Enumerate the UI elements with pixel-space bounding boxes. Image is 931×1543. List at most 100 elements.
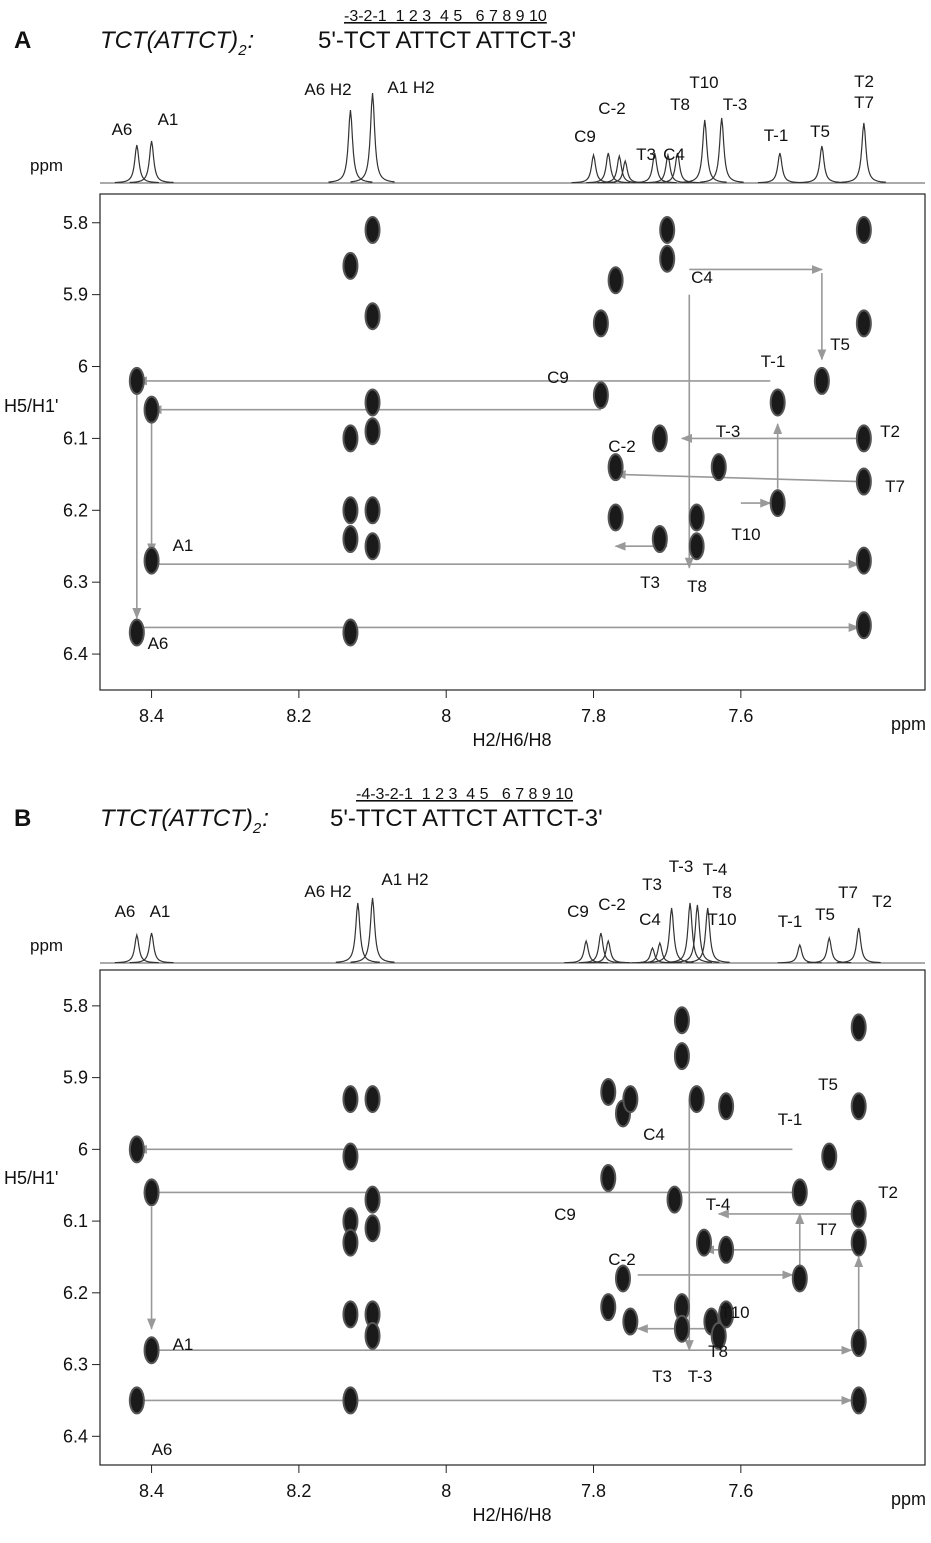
cross-peak bbox=[791, 1178, 808, 1207]
cross-peak bbox=[342, 1300, 359, 1329]
x-tick-label: 8.2 bbox=[286, 1481, 311, 1501]
spectrum-unit: ppm bbox=[30, 936, 63, 955]
cross-peak bbox=[342, 496, 359, 525]
cross-peak bbox=[622, 1307, 639, 1336]
cross-peak bbox=[342, 618, 359, 647]
cross-peak bbox=[855, 546, 872, 575]
spectrum-label: C4 bbox=[663, 145, 685, 164]
spectrum-peak bbox=[114, 144, 159, 184]
cross-peak bbox=[607, 266, 624, 295]
panel-label: B bbox=[14, 805, 31, 832]
cross-peak bbox=[600, 1293, 617, 1322]
peak-label: C-2 bbox=[608, 437, 635, 456]
cross-peak bbox=[791, 1264, 808, 1293]
x-axis-unit: ppm bbox=[891, 714, 926, 734]
peak-label: T7 bbox=[817, 1220, 837, 1239]
cross-peak bbox=[696, 1228, 713, 1257]
peak-label: T-3 bbox=[716, 422, 741, 441]
spectrum-label: T-4 bbox=[703, 860, 728, 879]
spectrum-peak bbox=[836, 927, 881, 964]
spectrum-label: T5 bbox=[810, 122, 830, 141]
cross-peak bbox=[364, 496, 381, 525]
cross-peak bbox=[592, 309, 609, 338]
spectrum-unit: ppm bbox=[30, 156, 63, 175]
cross-peak bbox=[850, 1092, 867, 1121]
x-tick-label: 8.2 bbox=[286, 706, 311, 726]
spectrum-peak bbox=[655, 152, 700, 184]
cross-peak bbox=[364, 1085, 381, 1114]
spectrum-label: A6 bbox=[115, 902, 136, 921]
title-subscript: 2 bbox=[237, 42, 247, 59]
spectrum-peak bbox=[350, 92, 395, 183]
spectrum-label: T8 bbox=[712, 883, 732, 902]
y-tick-label: 6 bbox=[78, 357, 88, 377]
cross-peak bbox=[710, 1321, 727, 1350]
sequence: 5'-TCT ATTCT ATTCT-3' bbox=[318, 27, 576, 54]
peak-label: C4 bbox=[643, 1125, 665, 1144]
panel-title: TTCT(ATTCT) bbox=[100, 805, 253, 832]
peak-label: A6 bbox=[152, 1440, 173, 1459]
cross-peak bbox=[651, 525, 668, 554]
cross-peak bbox=[128, 366, 145, 395]
cross-peak bbox=[688, 1085, 705, 1114]
spectrum-peak bbox=[630, 946, 675, 964]
spectrum-label: C9 bbox=[567, 902, 589, 921]
cross-peak bbox=[128, 1135, 145, 1164]
y-tick-label: 6 bbox=[78, 1139, 88, 1159]
peak-label: C-2 bbox=[608, 1250, 635, 1269]
cross-peak bbox=[364, 1185, 381, 1214]
spectrum-peak bbox=[637, 941, 682, 964]
cross-peak bbox=[364, 302, 381, 331]
spectrum-peak bbox=[645, 152, 690, 184]
spectrum-peak bbox=[564, 939, 609, 964]
cross-peak bbox=[688, 503, 705, 532]
cross-peak bbox=[855, 467, 872, 496]
spectrum-label: T3 bbox=[642, 875, 662, 894]
y-axis-label: H5/H1' bbox=[4, 396, 58, 416]
cross-peak bbox=[673, 1042, 690, 1071]
y-tick-label: 6.4 bbox=[63, 644, 88, 664]
spectrum-peak bbox=[632, 152, 677, 184]
plot-frame bbox=[99, 969, 926, 1466]
peak-label: T10 bbox=[731, 525, 760, 544]
spectrum-label: A1 bbox=[150, 902, 171, 921]
spectrum-peak bbox=[578, 932, 623, 964]
cross-peak bbox=[710, 453, 727, 482]
spectrum-label: T8 bbox=[670, 95, 690, 114]
x-tick-label: 7.8 bbox=[581, 706, 606, 726]
y-tick-label: 6.2 bbox=[63, 500, 88, 520]
cross-peak bbox=[850, 1329, 867, 1358]
y-tick-label: 6.3 bbox=[63, 1355, 88, 1375]
spectrum-label: T-3 bbox=[669, 857, 694, 876]
cross-peak bbox=[364, 417, 381, 446]
cross-peak bbox=[769, 388, 786, 417]
spectrum-label: A6 H2 bbox=[304, 882, 351, 901]
spectrum-label: C4 bbox=[639, 910, 661, 929]
peak-label: T7 bbox=[885, 477, 905, 496]
x-tick-label: 7.6 bbox=[728, 706, 753, 726]
spectrum-label: T10 bbox=[707, 910, 736, 929]
cross-peak bbox=[600, 1164, 617, 1193]
spectrum-peak bbox=[586, 152, 631, 184]
cross-peak bbox=[143, 546, 160, 575]
cross-peak bbox=[364, 388, 381, 417]
peak-label: T10 bbox=[720, 1303, 749, 1322]
peak-label: T5 bbox=[830, 335, 850, 354]
x-tick-label: 7.8 bbox=[581, 1481, 606, 1501]
cross-peak bbox=[364, 215, 381, 244]
peak-label: C4 bbox=[691, 268, 713, 287]
title-subscript: 2 bbox=[252, 820, 262, 837]
spectrum-peak bbox=[675, 904, 720, 963]
x-tick-label: 8 bbox=[441, 1481, 451, 1501]
peak-label: C9 bbox=[554, 1205, 576, 1224]
peak-label: A1 bbox=[173, 1335, 194, 1354]
peak-label: T3 bbox=[640, 573, 660, 592]
cross-peak bbox=[855, 611, 872, 640]
spectrum-peak bbox=[586, 939, 631, 964]
spectrum-label: C9 bbox=[574, 127, 596, 146]
peak-label: T8 bbox=[687, 577, 707, 596]
cross-peak bbox=[659, 215, 676, 244]
cross-peak bbox=[821, 1142, 838, 1171]
spectrum-peak bbox=[799, 145, 844, 184]
